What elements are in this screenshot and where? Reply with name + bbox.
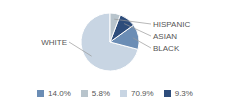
svg-text:ASIAN: ASIAN bbox=[153, 32, 177, 41]
svg-text:BLACK: BLACK bbox=[153, 44, 180, 53]
html-text:9.3%: 9.3% bbox=[174, 89, 193, 98]
html-text:14.0%: 14.0% bbox=[48, 89, 71, 98]
html-text:70.9%: 70.9% bbox=[131, 89, 154, 98]
svg-text:HISPANIC: HISPANIC bbox=[153, 20, 190, 29]
html-text:5.8%: 5.8% bbox=[91, 89, 110, 98]
svg-text:WHITE: WHITE bbox=[41, 38, 67, 47]
